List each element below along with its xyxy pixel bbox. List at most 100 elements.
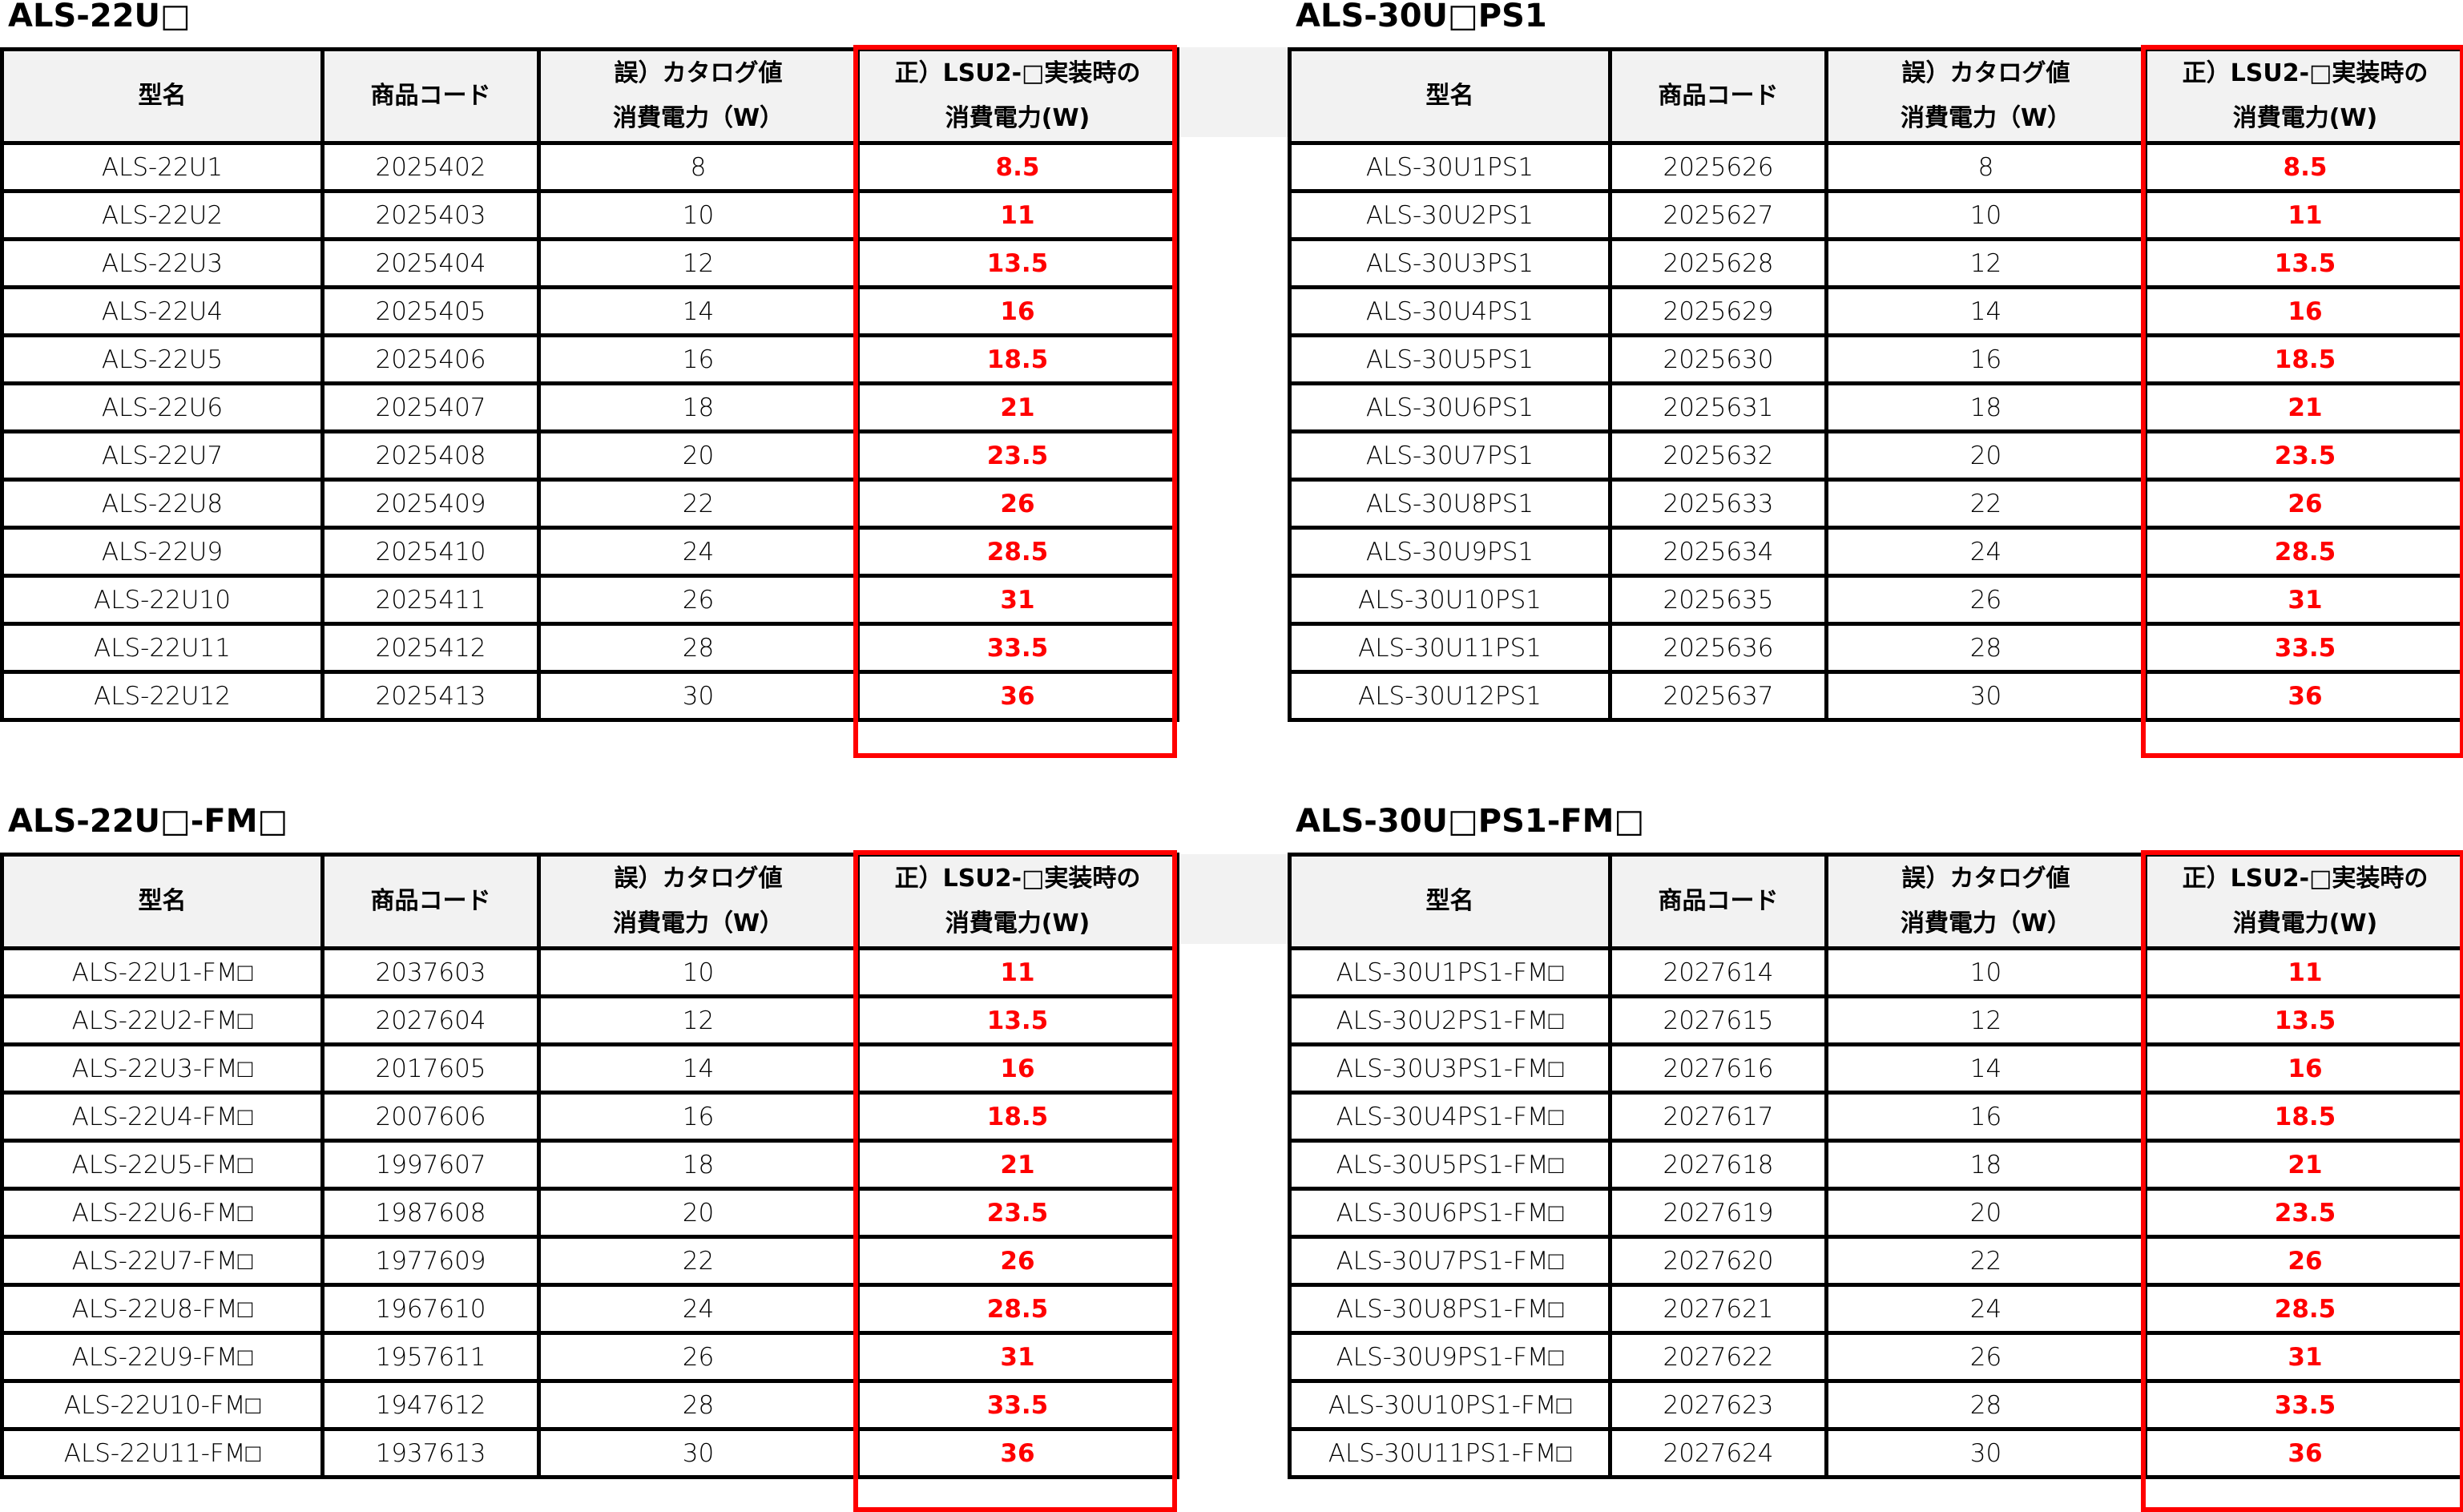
cell-catalog-power: 30	[1827, 672, 2146, 720]
cell-model-name: ALS-30U4PS1-FM□	[1290, 1093, 1610, 1141]
cell-catalog-power: 20	[1827, 1189, 2146, 1237]
cell-catalog-power: 8	[539, 143, 858, 192]
cell-product-code: 2025634	[1610, 528, 1827, 576]
cell-product-code: 2025637	[1610, 672, 1827, 720]
cell-corrected-power: 33.5	[2146, 624, 2463, 672]
cell-catalog-power: 14	[539, 288, 858, 336]
cell-model-name: ALS-22U5-FM□	[2, 1141, 323, 1189]
cell-corrected-power: 28.5	[2146, 528, 2463, 576]
cell-model-name: ALS-30U7PS1-FM□	[1290, 1237, 1610, 1285]
cell-catalog-power: 18	[1827, 1141, 2146, 1189]
cell-model-name: ALS-22U3-FM□	[2, 1045, 323, 1093]
cell-model-name: ALS-30U5PS1	[1290, 336, 1610, 384]
cell-model-name: ALS-30U9PS1	[1290, 528, 1610, 576]
column-header-product-code: 商品コード	[1610, 855, 1827, 949]
cell-corrected-power: 26	[2146, 1237, 2463, 1285]
cell-model-name: ALS-22U9	[2, 528, 323, 576]
cell-corrected-power: 31	[858, 1333, 1178, 1381]
column-header-corrected-power: 正）LSU2-□実装時の 消費電力(W)	[858, 50, 1178, 143]
cell-product-code: 1977609	[323, 1237, 539, 1285]
cell-product-code: 2027623	[1610, 1381, 1827, 1429]
cell-catalog-power: 28	[539, 624, 858, 672]
cell-catalog-power: 14	[539, 1045, 858, 1093]
cell-product-code: 1997607	[323, 1141, 539, 1189]
cell-catalog-power: 16	[1827, 1093, 2146, 1141]
cell-model-name: ALS-22U8-FM□	[2, 1285, 323, 1333]
cell-corrected-power: 18.5	[858, 336, 1178, 384]
cell-model-name: ALS-30U7PS1	[1290, 432, 1610, 480]
cell-corrected-power: 11	[2146, 949, 2463, 997]
cell-corrected-power: 13.5	[2146, 997, 2463, 1045]
cell-corrected-power: 23.5	[2146, 432, 2463, 480]
cell-model-name: ALS-30U10PS1-FM□	[1290, 1381, 1610, 1429]
column-header-corrected-power: 正）LSU2-□実装時の 消費電力(W)	[2146, 50, 2463, 143]
cell-product-code: 1987608	[323, 1189, 539, 1237]
cell-corrected-power: 13.5	[858, 997, 1178, 1045]
header-gap-strip	[1175, 47, 1288, 137]
cell-catalog-power: 24	[539, 528, 858, 576]
cell-corrected-power: 8.5	[2146, 143, 2463, 192]
cell-corrected-power: 23.5	[858, 1189, 1178, 1237]
cell-product-code: 2025628	[1610, 240, 1827, 288]
cell-corrected-power: 26	[2146, 480, 2463, 528]
cell-catalog-power: 28	[539, 1381, 858, 1429]
cell-product-code: 2025411	[323, 576, 539, 624]
cell-catalog-power: 30	[539, 1429, 858, 1478]
power-table: 型名商品コード誤）カタログ値 消費電力（W）正）LSU2-□実装時の 消費電力(…	[0, 47, 1179, 722]
cell-corrected-power: 28.5	[858, 528, 1178, 576]
cell-corrected-power: 26	[858, 480, 1178, 528]
cell-corrected-power: 18.5	[2146, 1093, 2463, 1141]
cell-corrected-power: 28.5	[858, 1285, 1178, 1333]
cell-catalog-power: 26	[539, 576, 858, 624]
column-header-model-name: 型名	[2, 50, 323, 143]
cell-product-code: 2007606	[323, 1093, 539, 1141]
cell-model-name: ALS-22U6	[2, 384, 323, 432]
cell-product-code: 2027624	[1610, 1429, 1827, 1478]
cell-model-name: ALS-30U6PS1	[1290, 384, 1610, 432]
cell-product-code: 2025636	[1610, 624, 1827, 672]
cell-catalog-power: 22	[539, 480, 858, 528]
cell-product-code: 1947612	[323, 1381, 539, 1429]
cell-model-name: ALS-22U10	[2, 576, 323, 624]
cell-model-name: ALS-30U6PS1-FM□	[1290, 1189, 1610, 1237]
cell-catalog-power: 18	[539, 1141, 858, 1189]
cell-model-name: ALS-22U1-FM□	[2, 949, 323, 997]
column-header-corrected-power: 正）LSU2-□実装時の 消費電力(W)	[2146, 855, 2463, 949]
cell-corrected-power: 21	[858, 384, 1178, 432]
cell-model-name: ALS-22U4-FM□	[2, 1093, 323, 1141]
column-header-product-code: 商品コード	[1610, 50, 1827, 143]
table-title: ALS-22U□	[8, 0, 191, 35]
cell-model-name: ALS-22U5	[2, 336, 323, 384]
cell-corrected-power: 13.5	[858, 240, 1178, 288]
cell-catalog-power: 16	[1827, 336, 2146, 384]
cell-product-code: 2025629	[1610, 288, 1827, 336]
cell-corrected-power: 16	[2146, 288, 2463, 336]
cell-corrected-power: 31	[2146, 1333, 2463, 1381]
cell-model-name: ALS-30U11PS1	[1290, 624, 1610, 672]
column-header-corrected-power: 正）LSU2-□実装時の 消費電力(W)	[858, 855, 1178, 949]
column-header-catalog-power: 誤）カタログ値 消費電力（W）	[539, 855, 858, 949]
cell-product-code: 2025409	[323, 480, 539, 528]
cell-product-code: 2025403	[323, 192, 539, 240]
cell-product-code: 2025631	[1610, 384, 1827, 432]
cell-corrected-power: 36	[858, 672, 1178, 720]
table-title: ALS-30U□PS1-FM□	[1296, 802, 1644, 841]
